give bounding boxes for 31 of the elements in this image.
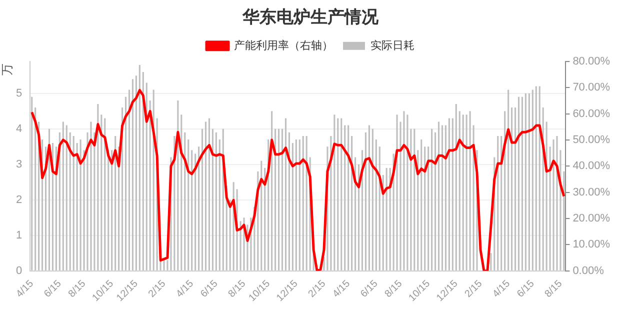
y2-tick-label: 10.00% [572,238,610,251]
y2-tick-label: 30.00% [572,186,610,198]
x-tick-label: 8/15 [383,278,405,300]
legend-label: 产能利用率（右轴） [234,38,333,52]
x-tick-label: 8/15 [226,278,248,300]
y-tick-label: 3 [16,158,22,170]
y-tick-label: 0 [16,264,22,277]
y-tick-label: 2 [16,194,22,206]
x-tick-label: 6/15 [198,278,221,300]
y2-tick-label: 80.00% [572,55,610,68]
x-tick-label: 6/15 [358,278,381,300]
x-tick-label: 6/15 [42,278,64,300]
x-tick-label: 4/15 [490,278,513,300]
y2-tick-label: 50.00% [572,134,610,146]
chart-title: 华东电炉生产情况 [242,8,380,27]
y2-tick-label: 70.00% [572,82,610,94]
y-axis-title: 万 [0,63,14,76]
y-tick-label: 1 [16,229,22,242]
legend-label: 实际日耗 [370,38,414,52]
y2-tick-label: 60.00% [572,108,610,120]
y2-tick-label: 40.00% [572,160,610,172]
x-tick-label: 8/15 [66,278,88,300]
y2-tick-label: 0.00% [572,264,604,277]
y-tick-label: 5 [16,87,22,100]
x-tick-label: 4/15 [174,278,196,300]
x-tick-label: 8/15 [542,278,565,300]
x-tick-label: 6/15 [515,278,538,300]
x-tick-label: 4/15 [14,278,36,300]
x-tick-label: 4/15 [330,278,353,300]
y2-tick-label: 20.00% [572,212,610,224]
y-tick-label: 4 [16,122,22,135]
